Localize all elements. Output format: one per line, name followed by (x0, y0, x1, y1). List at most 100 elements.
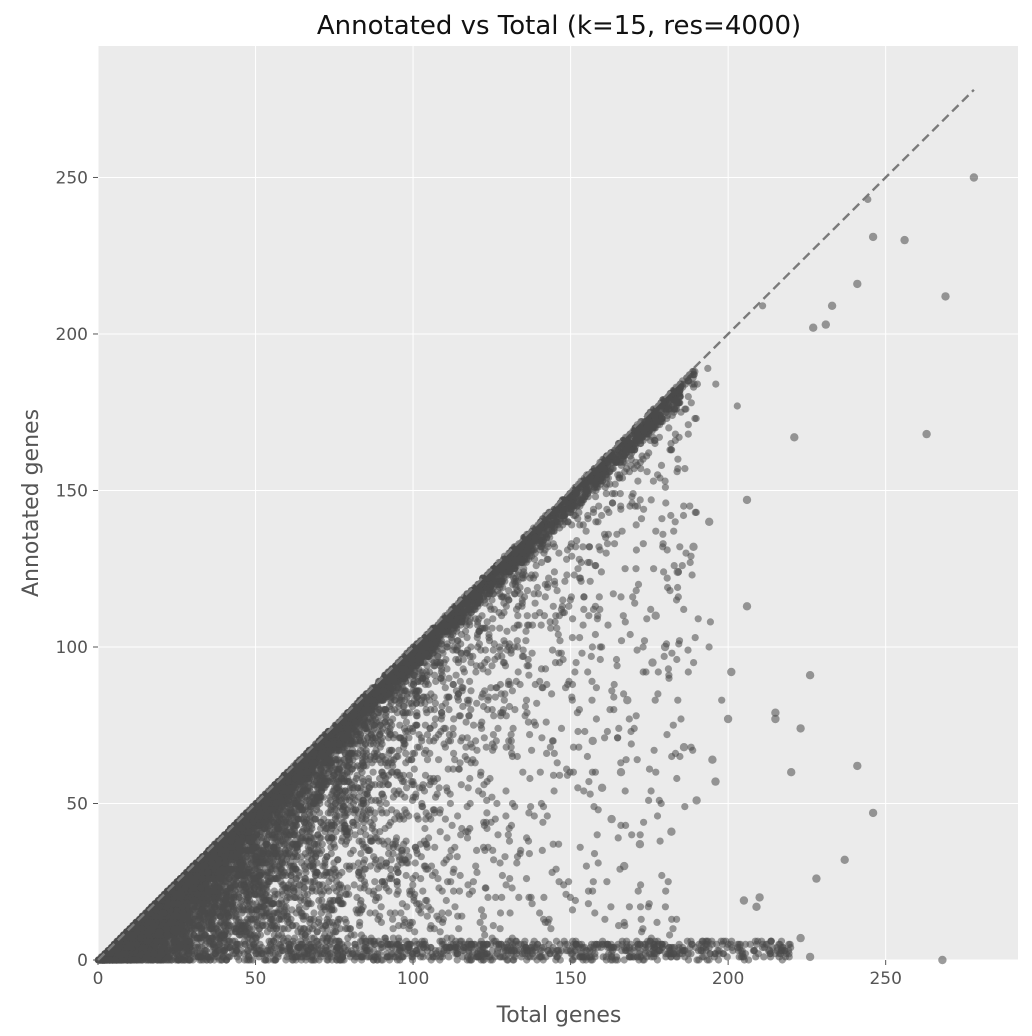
data-point (402, 871, 410, 880)
data-point (462, 718, 470, 726)
data-point (456, 871, 464, 880)
data-point (463, 634, 471, 642)
data-point (674, 696, 682, 704)
data-point (496, 909, 505, 917)
data-point (526, 774, 534, 783)
data-point (688, 571, 696, 579)
data-point (320, 815, 328, 823)
data-point (480, 734, 488, 742)
data-point (640, 505, 648, 513)
data-point (545, 574, 553, 582)
data-point (664, 665, 673, 673)
data-point (553, 624, 561, 632)
data-point (592, 715, 601, 723)
data-point (686, 558, 694, 567)
data-point (632, 712, 640, 720)
data-point (387, 706, 396, 714)
data-point (636, 496, 644, 504)
data-point (591, 630, 600, 639)
data-point (445, 953, 453, 961)
data-point (550, 749, 558, 758)
data-point (563, 571, 571, 579)
data-point (568, 634, 577, 642)
data-point (596, 655, 604, 664)
data-point (389, 934, 397, 942)
data-point (371, 878, 379, 886)
data-point (466, 677, 474, 686)
data-point (594, 859, 602, 867)
data-point (576, 843, 584, 851)
data-point (511, 706, 519, 714)
data-point (523, 834, 531, 842)
data-point (586, 790, 594, 798)
data-point (759, 302, 767, 310)
data-point (579, 543, 587, 551)
data-point (639, 643, 647, 651)
data-point (431, 715, 439, 723)
data-point (448, 821, 456, 830)
data-point (377, 918, 385, 927)
data-point (653, 812, 662, 820)
data-point (492, 893, 500, 902)
data-point (438, 646, 446, 654)
data-point (482, 743, 490, 751)
data-point (576, 521, 584, 529)
data-point (626, 630, 634, 639)
data-point (629, 593, 637, 601)
data-point (684, 393, 692, 401)
data-point (684, 430, 692, 438)
data-point (645, 765, 654, 773)
data-point (464, 784, 472, 792)
data-point (494, 831, 502, 839)
data-point (559, 596, 567, 604)
data-point (585, 778, 593, 786)
data-point (610, 693, 618, 701)
data-point (619, 612, 627, 620)
data-point (585, 612, 593, 620)
data-point (656, 837, 664, 845)
data-points (94, 173, 979, 965)
data-point (536, 677, 544, 686)
data-point (523, 587, 532, 595)
data-point (435, 884, 443, 892)
data-point (505, 702, 514, 711)
data-point (540, 893, 548, 902)
data-point (633, 756, 641, 764)
data-point (503, 627, 511, 635)
data-point (466, 774, 474, 783)
data-point (678, 562, 686, 570)
data-point (633, 646, 641, 654)
data-point (369, 768, 377, 776)
data-point (549, 840, 557, 848)
data-point (616, 490, 624, 498)
data-point (524, 718, 533, 726)
data-point (449, 765, 457, 773)
data-point (484, 893, 492, 902)
data-point (582, 527, 590, 535)
data-point (473, 868, 481, 877)
data-point (389, 925, 397, 933)
data-point (620, 690, 628, 698)
data-point (421, 824, 429, 833)
data-point (636, 903, 645, 911)
data-point (508, 884, 516, 892)
data-point (377, 903, 385, 911)
data-point (366, 909, 374, 917)
data-point (519, 768, 527, 776)
data-point (501, 853, 509, 861)
data-point (634, 580, 643, 589)
data-point (572, 659, 580, 667)
data-point (608, 499, 617, 507)
data-point (574, 727, 582, 736)
data-point (554, 630, 562, 639)
data-point (464, 881, 472, 889)
data-point (621, 565, 629, 573)
data-point (381, 824, 389, 833)
data-point (671, 518, 679, 526)
data-point (670, 562, 678, 570)
data-point (589, 878, 597, 886)
data-point (249, 900, 257, 908)
data-point (454, 696, 462, 704)
data-point (652, 527, 660, 535)
data-point (496, 624, 504, 632)
